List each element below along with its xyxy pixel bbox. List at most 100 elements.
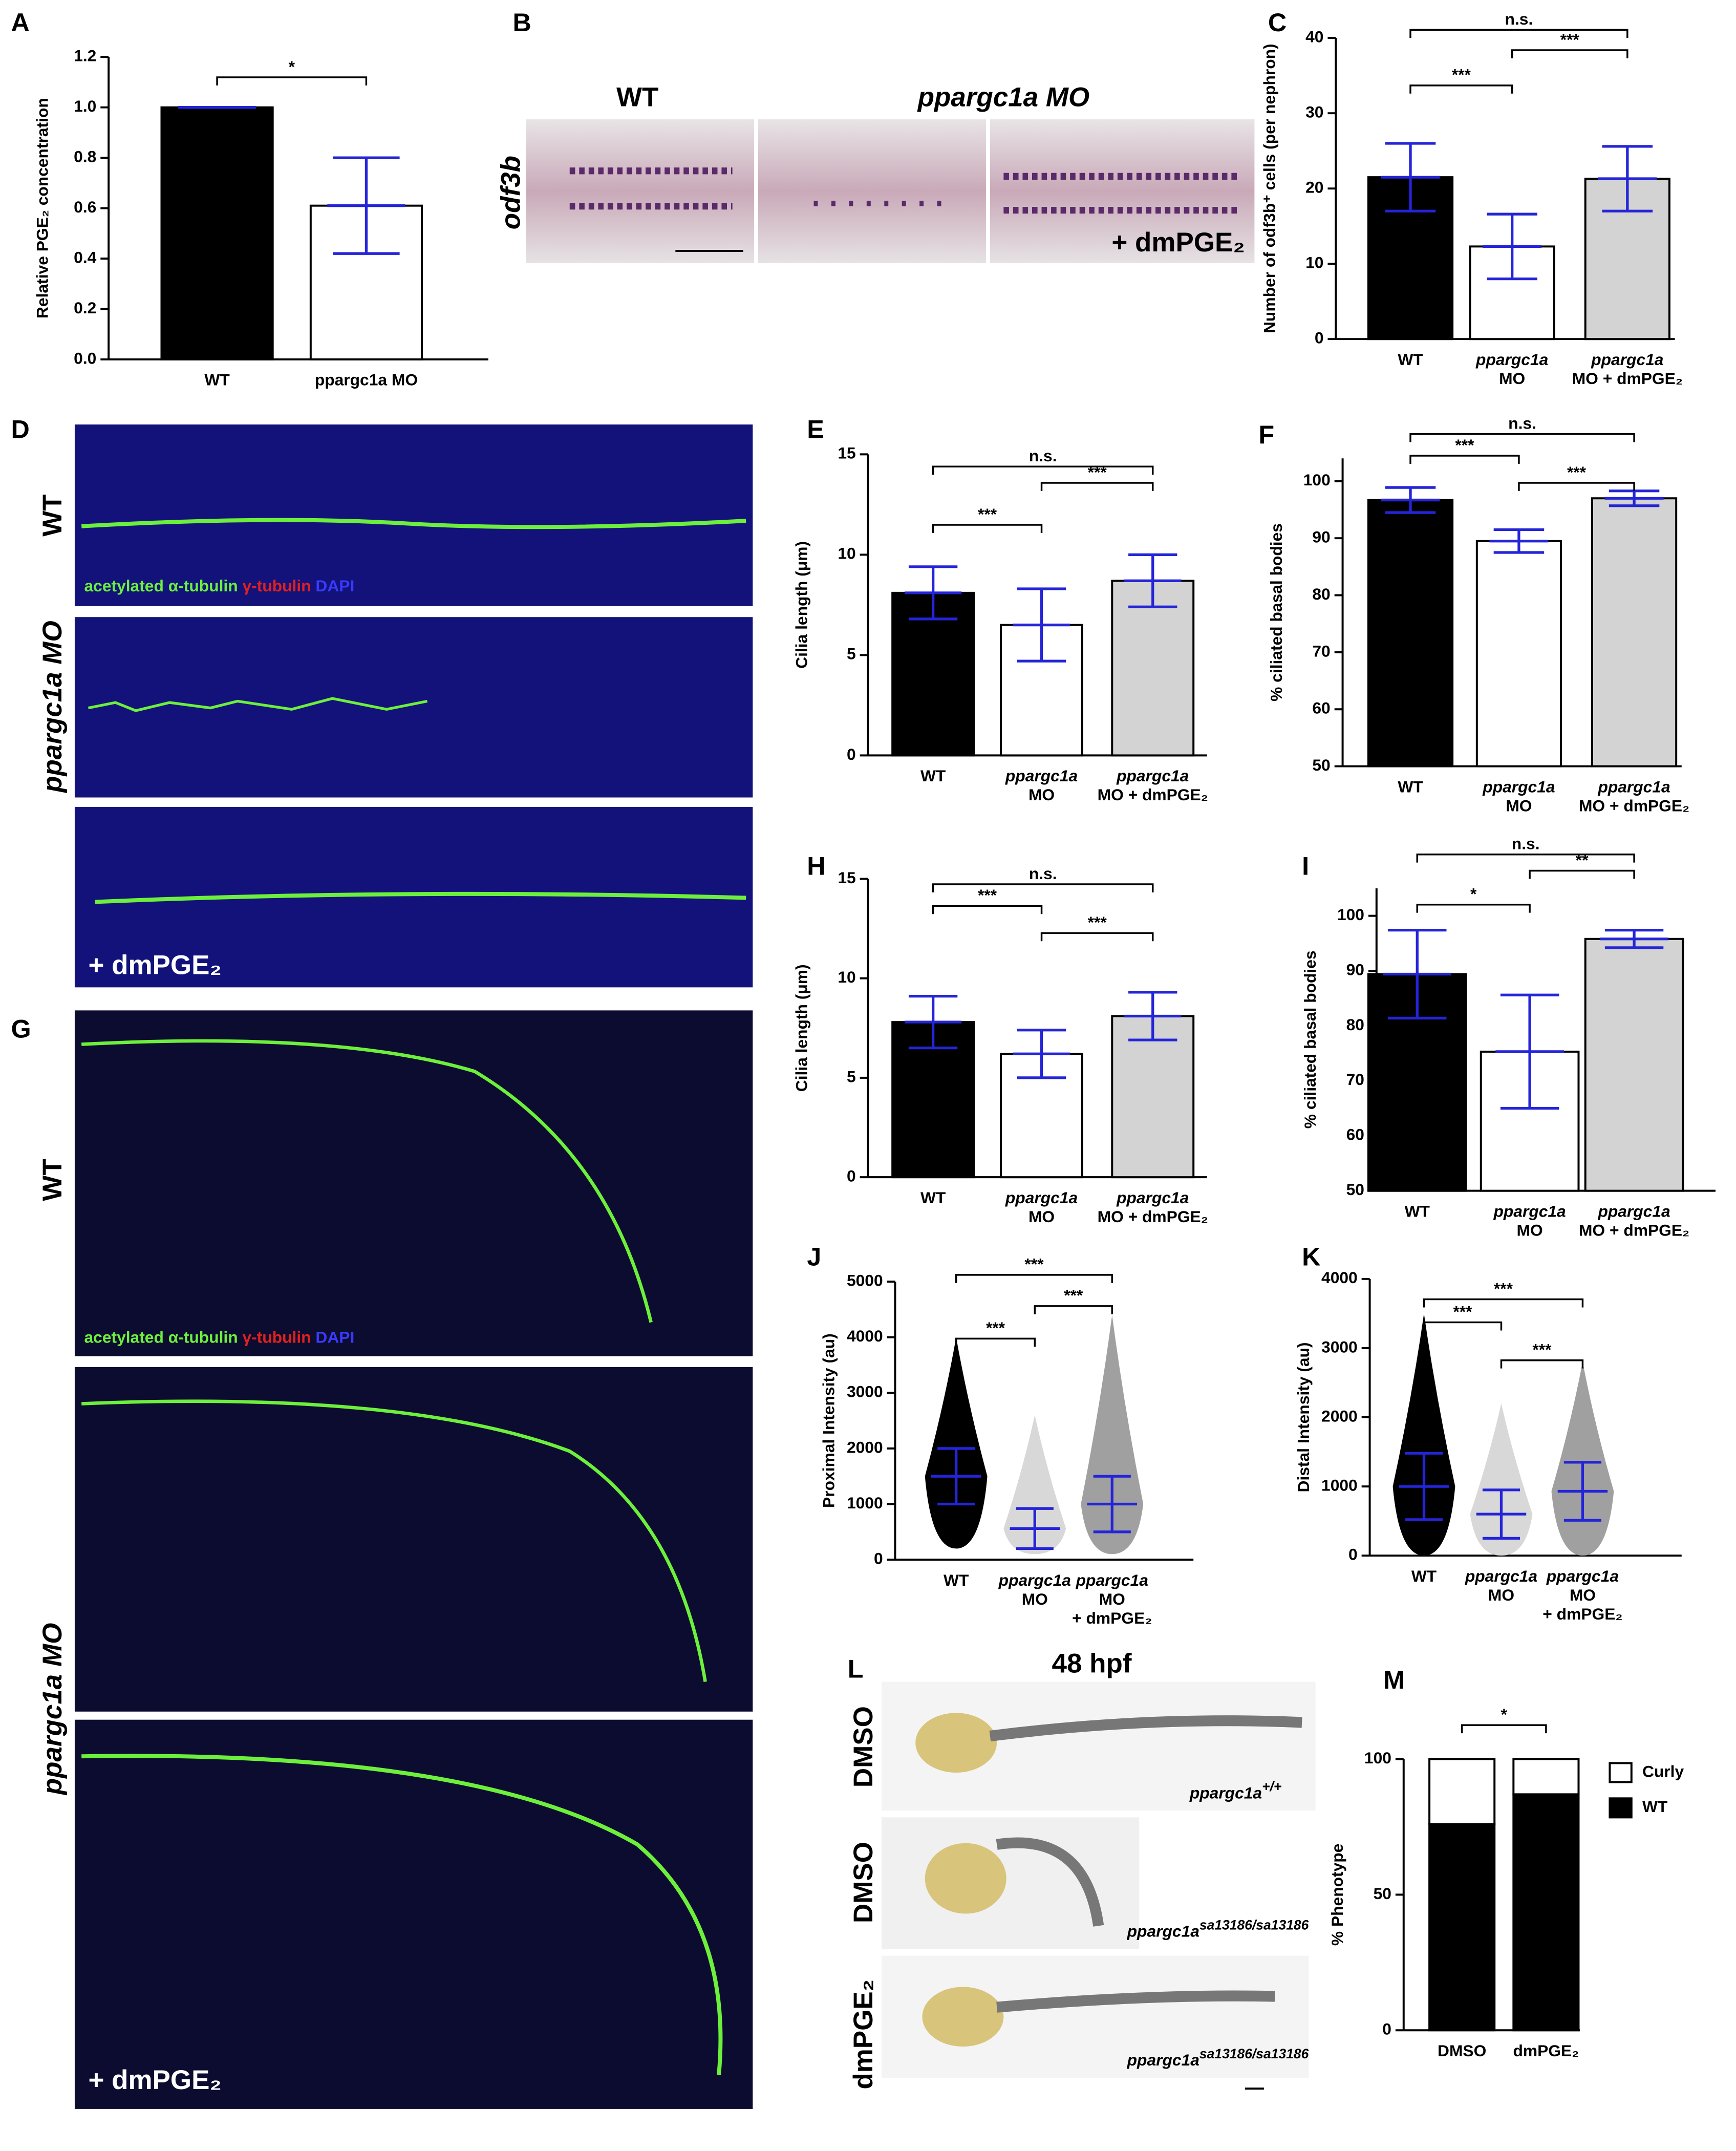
gene-label: odf3b (496, 156, 526, 229)
significance-bracket (1040, 482, 1154, 491)
allele: +/+ (1262, 1779, 1281, 1794)
chart: C Number of odf3b⁺ cells (per nephron) 0 10… (1260, 8, 1683, 388)
x-tick-label: + dmPGE₂ (1542, 1605, 1622, 1623)
dot-cloud (1081, 1315, 1144, 1554)
image (74, 424, 753, 607)
y-tick-label: 5 (847, 1067, 856, 1085)
panel-b: B WT ppargc1a MO odf3b + dmPGE₂ (496, 8, 1255, 263)
y-tick-label: 60 (1346, 1125, 1364, 1144)
significance-bracket (932, 524, 1043, 533)
significance-bracket (1034, 1305, 1113, 1314)
y-tick-label: 40 (1305, 28, 1323, 46)
y-tick-label: 0.0 (74, 349, 96, 367)
significance-label: *** (1560, 30, 1580, 49)
panel-letter: B (513, 8, 531, 37)
x-tick-label: WT (1411, 1567, 1437, 1585)
y-tick-label: 90 (1346, 960, 1364, 978)
stain-legend: acetylated α-tubulin γ-tubulin DAPI (84, 1328, 354, 1347)
y-tick-label: 4000 (847, 1327, 883, 1345)
embryo (925, 1843, 1006, 1914)
y-tick-label: 3000 (847, 1382, 883, 1401)
x-tick-label: MO (1506, 796, 1532, 815)
x-tick-label: WT (944, 1571, 969, 1589)
chart: A Relative PGE₂ concentration 0.0 0.2 0.4 0.6… (11, 8, 488, 389)
y-tick-label: 5000 (847, 1271, 883, 1290)
x-tick-label: ppargc1a (1465, 1567, 1537, 1585)
significance-bracket (932, 465, 1154, 475)
y-tick-label: 60 (1312, 699, 1330, 717)
group-label: WT (616, 82, 658, 112)
dot-cloud (1470, 1403, 1533, 1556)
chart: I % ciliated basal bodies 50 60 70 80 90 100 WT p… (1301, 835, 1716, 1240)
significance-label: *** (1064, 1286, 1083, 1305)
y-tick-label: 2000 (847, 1438, 883, 1456)
y-axis-label: Distal Intensity (au) (1294, 1342, 1313, 1492)
y-tick-label: 0 (1315, 329, 1324, 347)
y-tick-label: 50 (1374, 1884, 1391, 1903)
stain: acetylated α-tubulin (84, 1328, 238, 1347)
y-tick-label: 10 (838, 968, 855, 986)
group-label: ppargc1a MO (917, 82, 1090, 112)
significance-bracket (1409, 84, 1513, 94)
genotype: ppargc1a+/+ (1189, 1779, 1282, 1802)
dot-cloud (1392, 1313, 1455, 1556)
y-tick-label: 10 (838, 544, 855, 563)
dot-cloud (925, 1337, 988, 1549)
x-tick-label: MO (1022, 1590, 1048, 1608)
y-axis-label: Cilia length (μm) (792, 541, 811, 669)
y-tick-label: 2000 (1321, 1407, 1358, 1425)
significance-label: n.s. (1029, 864, 1057, 883)
embryo (922, 1987, 1004, 2047)
y-tick-label: 90 (1312, 528, 1330, 546)
y-tick-label: 100 (1364, 1749, 1391, 1767)
x-tick-label: MO (1499, 369, 1525, 388)
y-tick-label: 3000 (1321, 1337, 1358, 1356)
x-tick-label: ppargc1a (998, 1571, 1071, 1589)
significance-bracket (1409, 433, 1635, 442)
panel-letter: F (1258, 420, 1274, 449)
significance-bracket (1423, 1321, 1503, 1331)
gene: ppargc1a (1127, 2051, 1199, 2070)
image (74, 1367, 753, 1712)
panel-letter: G (11, 1014, 31, 1043)
significance-bracket (1416, 904, 1531, 913)
significance-bracket (1518, 482, 1635, 491)
significance-bracket (1511, 49, 1628, 58)
significance-label: *** (1088, 913, 1107, 931)
embryo (915, 1713, 997, 1773)
significance-label: *** (1494, 1279, 1513, 1297)
significance-bracket (1500, 1359, 1584, 1369)
panel-title: 48 hpf (1052, 1649, 1132, 1679)
embryo (989, 1715, 1302, 1741)
y-tick-label: 0 (847, 1167, 856, 1185)
bar (1367, 973, 1467, 1192)
stain-legend: acetylated α-tubulin γ-tubulin DAPI (84, 577, 354, 595)
row-label: + dmPGE₂ (88, 2065, 222, 2095)
x-tick-label: MO (1099, 1590, 1125, 1608)
significance-bracket (1461, 1724, 1547, 1734)
panel-letter: D (11, 415, 29, 444)
x-tick-label: MO (1570, 1586, 1596, 1604)
image (990, 119, 1255, 263)
embryo (996, 1990, 1275, 2013)
x-tick-label: WT (1398, 350, 1423, 369)
y-tick-label: 0 (1348, 1545, 1358, 1564)
x-tick-label: MO + dmPGE₂ (1098, 1207, 1208, 1226)
bar (1584, 938, 1684, 1192)
significance-bracket (932, 883, 1154, 892)
y-tick-label: 70 (1312, 642, 1330, 660)
y-tick-label: 10 (1305, 253, 1323, 272)
significance-bracket (955, 1274, 1113, 1283)
significance-bracket (932, 905, 1043, 914)
cilia (81, 518, 746, 529)
bar (160, 106, 274, 360)
significance-label: n.s. (1508, 414, 1536, 432)
significance-label: *** (1455, 436, 1474, 454)
y-tick-label: 100 (1337, 905, 1364, 924)
significance-label: *** (986, 1318, 1005, 1337)
x-tick-label: MO (1028, 1207, 1055, 1226)
row-label: + dmPGE₂ (88, 950, 222, 981)
significance-bracket (216, 76, 368, 86)
allele: sa13186/sa13186 (1199, 1917, 1309, 1932)
